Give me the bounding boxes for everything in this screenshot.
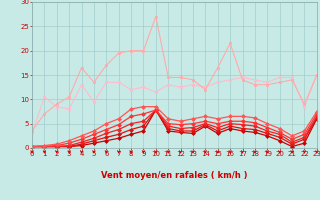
X-axis label: Vent moyen/en rafales ( km/h ): Vent moyen/en rafales ( km/h ) <box>101 171 248 180</box>
